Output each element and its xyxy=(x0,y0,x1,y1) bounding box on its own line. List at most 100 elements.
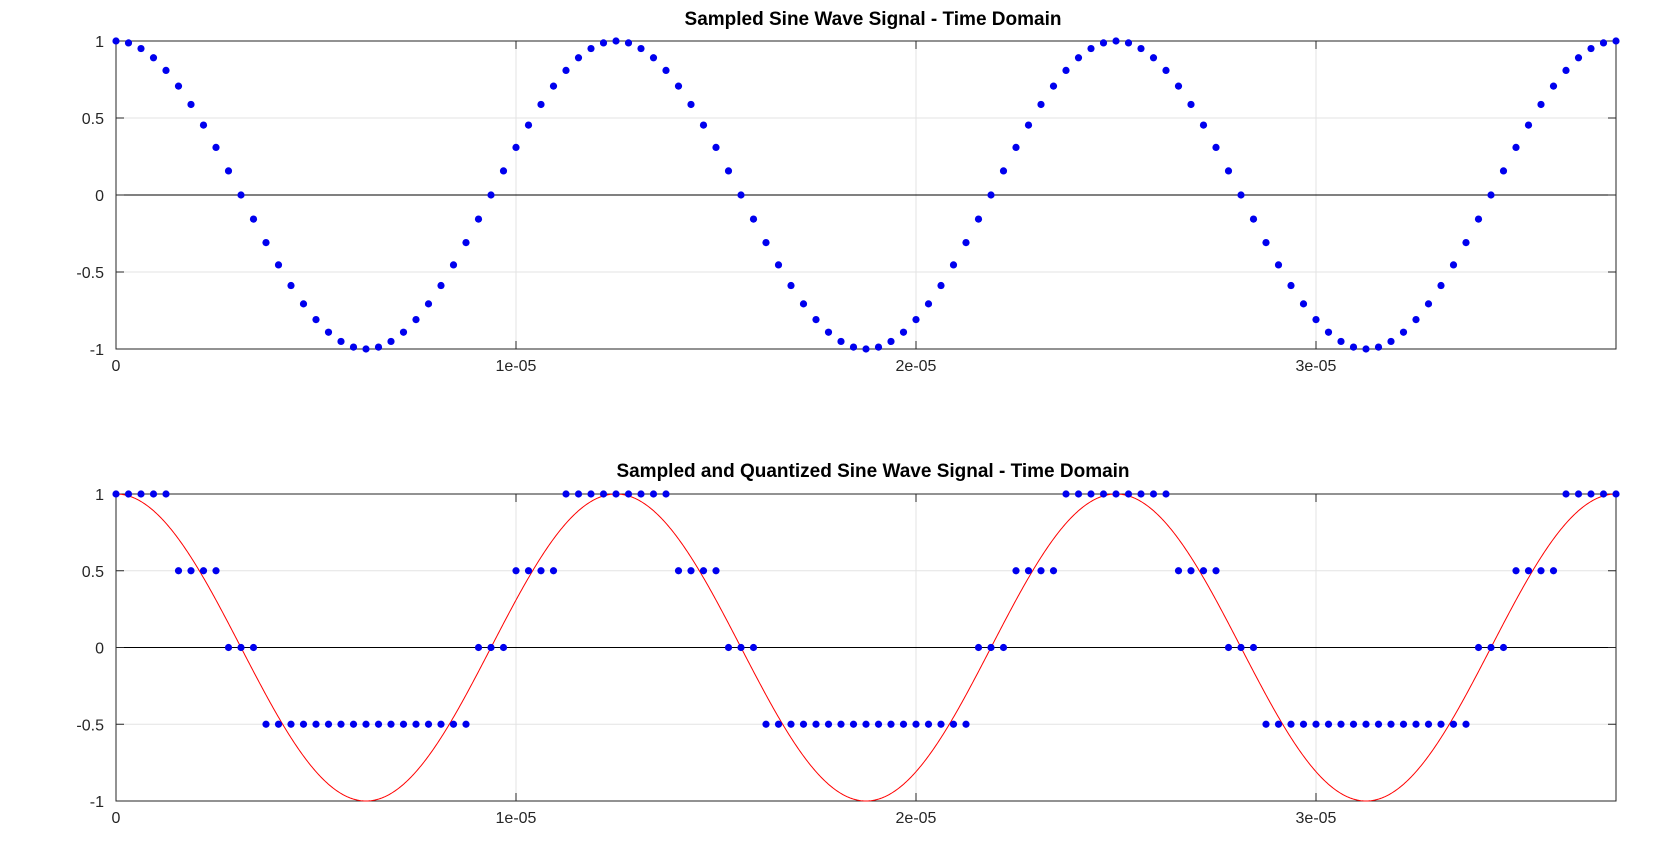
sample-marker xyxy=(1362,345,1370,353)
sample-marker xyxy=(612,490,620,498)
sample-marker xyxy=(1137,44,1145,53)
sample-marker xyxy=(362,720,370,728)
sample-marker xyxy=(949,261,958,269)
sample-marker xyxy=(1349,720,1358,728)
sample-marker xyxy=(274,720,283,728)
sample-marker xyxy=(724,643,733,652)
sample-marker xyxy=(1387,720,1395,728)
x-tick-label: 2e-05 xyxy=(896,358,937,375)
sample-marker xyxy=(849,343,858,351)
sample-marker xyxy=(737,191,745,199)
sample-marker xyxy=(1337,337,1345,346)
sample-marker xyxy=(1449,720,1458,728)
sample-marker xyxy=(774,261,783,269)
sample-marker xyxy=(124,490,133,498)
sample-marker xyxy=(237,191,245,199)
sample-marker xyxy=(137,490,145,498)
bottom-quantized-markers xyxy=(112,490,1620,728)
sample-marker xyxy=(662,490,670,498)
sample-marker xyxy=(712,567,720,575)
sample-marker xyxy=(137,44,145,53)
y-tick-label: 1 xyxy=(95,34,104,51)
x-tick-label: 3e-05 xyxy=(1296,358,1337,375)
sample-marker xyxy=(312,720,320,728)
sample-marker xyxy=(237,643,245,652)
sample-marker xyxy=(1124,39,1133,47)
sample-marker xyxy=(1249,643,1258,652)
sample-marker xyxy=(1274,261,1283,269)
continuous-signal-curve xyxy=(115,493,1617,802)
sample-marker xyxy=(1274,720,1283,728)
x-tick-label: 2e-05 xyxy=(896,810,937,827)
sample-marker xyxy=(924,720,933,728)
sample-marker xyxy=(1349,343,1358,351)
sample-marker xyxy=(1562,66,1570,75)
sample-marker xyxy=(549,567,558,575)
sample-marker xyxy=(1237,643,1245,652)
sample-marker xyxy=(899,328,908,336)
sample-marker xyxy=(649,490,658,498)
sample-marker xyxy=(299,720,308,728)
sample-marker xyxy=(1037,567,1045,575)
sample-marker xyxy=(799,300,808,308)
sample-marker xyxy=(1049,567,1058,575)
sample-marker xyxy=(1124,490,1133,498)
sample-marker xyxy=(574,54,583,62)
sample-marker xyxy=(912,720,920,728)
sample-marker xyxy=(987,643,995,652)
sample-marker xyxy=(912,315,920,324)
sample-marker xyxy=(1012,143,1020,152)
sample-marker xyxy=(474,643,483,652)
sample-marker xyxy=(262,238,270,247)
sample-marker xyxy=(224,643,233,652)
sample-marker xyxy=(1249,215,1258,223)
sample-marker xyxy=(399,328,408,336)
sample-marker xyxy=(1499,167,1508,175)
sample-marker xyxy=(387,337,395,346)
sample-marker xyxy=(362,345,370,353)
sample-marker xyxy=(1374,343,1383,351)
sample-marker xyxy=(1149,54,1158,62)
sample-marker xyxy=(424,300,433,308)
sample-marker xyxy=(124,39,133,47)
sample-marker xyxy=(524,567,533,575)
sample-marker xyxy=(1287,720,1295,728)
sample-marker xyxy=(1424,720,1433,728)
sample-marker xyxy=(212,143,220,152)
sample-marker xyxy=(687,100,695,109)
sample-marker xyxy=(512,567,520,575)
x-tick-label: 1e-05 xyxy=(496,358,537,375)
sample-marker xyxy=(1049,82,1058,90)
sample-marker xyxy=(549,82,558,90)
sample-marker xyxy=(1112,490,1120,498)
sample-marker xyxy=(1374,720,1383,728)
sample-marker xyxy=(1474,643,1483,652)
sample-marker xyxy=(499,167,508,175)
sample-marker xyxy=(762,720,770,728)
sample-marker xyxy=(1062,66,1070,75)
x-tick-label: 1e-05 xyxy=(496,810,537,827)
sample-marker xyxy=(1299,720,1308,728)
sample-marker xyxy=(412,720,420,728)
sample-marker xyxy=(387,720,395,728)
sample-marker xyxy=(1149,490,1158,498)
sample-marker xyxy=(499,643,508,652)
sample-marker xyxy=(624,490,633,498)
sample-marker xyxy=(1399,720,1408,728)
sample-marker xyxy=(1112,37,1120,45)
sample-marker xyxy=(1262,720,1270,728)
sample-marker xyxy=(1449,261,1458,269)
sample-marker xyxy=(1162,66,1170,75)
sample-marker xyxy=(599,39,608,47)
sample-marker xyxy=(1587,44,1595,53)
sample-marker xyxy=(699,121,708,129)
sample-marker xyxy=(149,54,158,62)
sample-marker xyxy=(249,215,258,223)
sample-marker xyxy=(962,238,970,247)
sample-marker xyxy=(224,167,233,175)
sample-marker xyxy=(287,720,295,728)
sample-marker xyxy=(337,720,345,728)
sample-marker xyxy=(1512,143,1520,152)
sample-marker xyxy=(962,720,970,728)
sample-marker xyxy=(587,44,595,53)
